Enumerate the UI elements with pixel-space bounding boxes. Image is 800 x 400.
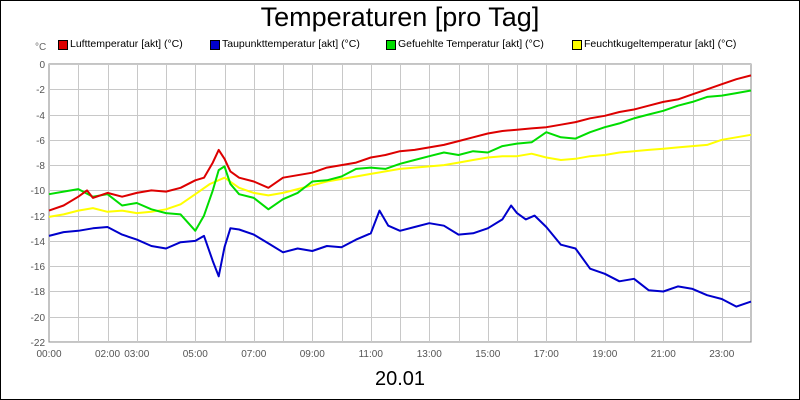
series-line-1 [48, 204, 752, 308]
y-tick-label: -2 [36, 85, 45, 96]
x-tick-label: 17:00 [534, 349, 559, 360]
legend-swatch-taupunkttemperatur [210, 40, 220, 50]
x-tick-label: 21:00 [651, 349, 676, 360]
series-line-3 [48, 133, 752, 218]
y-tick-label: -6 [36, 136, 45, 147]
chart-title: Temperaturen [pro Tag] [260, 2, 540, 32]
y-tick-label: -16 [31, 262, 46, 273]
y-tick-label: -12 [31, 212, 46, 223]
x-tick-label: 02:00 [95, 349, 120, 360]
legend-label-gefuehlte-temperatur: Gefuehlte Temperatur [akt] (°C) [398, 38, 544, 50]
x-tick-label: 09:00 [300, 349, 325, 360]
x-tick-label: 03:00 [124, 349, 149, 360]
x-tick-label: 13:00 [417, 349, 442, 360]
y-axis-unit-label: °C [35, 42, 47, 53]
x-tick-label: 15:00 [475, 349, 500, 360]
legend-label-lufttemperatur: Lufttemperatur [akt] (°C) [70, 38, 183, 50]
y-tick-label: -14 [31, 237, 46, 248]
series-line-2 [48, 89, 752, 232]
y-tick-label: 0 [39, 60, 45, 71]
x-tick-label: 11:00 [359, 349, 384, 360]
series-line-0 [48, 74, 752, 212]
x-tick-label: 07:00 [241, 349, 266, 360]
x-tick-label: 00:00 [36, 349, 61, 360]
y-tick-label: -22 [31, 338, 46, 349]
legend-swatch-gefuehlte-temperatur [386, 40, 396, 50]
legend-swatch-lufttemperatur [58, 40, 68, 50]
x-tick-label: 05:00 [183, 349, 208, 360]
legend-label-feuchtkugeltemperatur: Feuchtkugeltemperatur [akt] (°C) [584, 38, 737, 50]
x-tick-label: 23:00 [709, 349, 734, 360]
y-tick-label: -4 [36, 111, 45, 122]
series-layer [48, 74, 752, 308]
y-tick-label: -8 [36, 161, 45, 172]
legend-swatch-feuchtkugeltemperatur [572, 40, 582, 50]
legend-label-taupunkttemperatur: Taupunkttemperatur [akt] (°C) [222, 38, 360, 50]
y-tick-label: -18 [31, 287, 46, 298]
y-tick-label: -20 [31, 313, 46, 324]
x-axis-date-label: 20.01 [374, 368, 426, 390]
x-tick-label: 19:00 [592, 349, 617, 360]
y-tick-label: -10 [31, 186, 46, 197]
